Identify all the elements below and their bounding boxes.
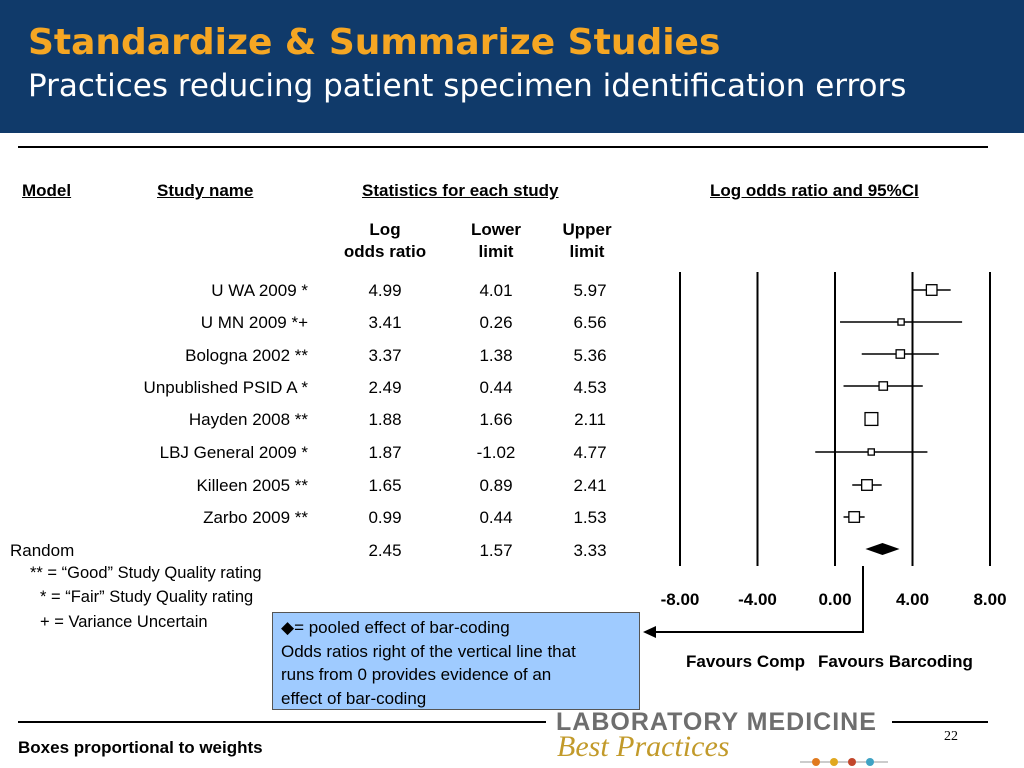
logo-text-bottom: Best Practices (557, 730, 730, 763)
slide-subtitle: Practices reducing patient specimen iden… (28, 68, 907, 104)
x-tick-label: 0.00 (818, 590, 851, 609)
lower-limit-value: 0.44 (479, 508, 513, 527)
study-name: U WA 2009 * (211, 281, 308, 300)
legend-variance: + = Variance Uncertain (40, 613, 208, 631)
bottom-divider-left (18, 721, 546, 723)
lower-limit-value: 4.01 (479, 281, 513, 300)
favours-left-label: Favours Comp (686, 652, 806, 671)
study-name: LBJ General 2009 * (159, 443, 308, 462)
log-odds-value: 3.41 (368, 313, 402, 332)
log-header-l2: odds ratio (343, 242, 427, 261)
favours-right-label: Favours Barcoding (818, 652, 973, 671)
callout-arrowhead (643, 626, 656, 638)
upper-limit-value: 1.53 (573, 508, 607, 527)
pooled-diamond (865, 543, 900, 555)
statistics-header: Statistics for each study (362, 181, 559, 200)
lower-limit-value: 1.38 (479, 346, 513, 365)
page-number: 22 (944, 729, 958, 744)
study-weight-box (897, 318, 905, 326)
callout-line-4: effect of bar-coding (281, 688, 427, 708)
study-weight-box (895, 349, 906, 359)
pooled-log-odds: 2.45 (368, 541, 402, 560)
lower-limit-value: 0.89 (479, 476, 513, 495)
log-odds-value: 0.99 (368, 508, 402, 527)
study-name: U MN 2009 *+ (200, 313, 308, 332)
study-weight-box (864, 411, 879, 427)
logo-dots-icon (800, 758, 888, 766)
study-weight-box (925, 284, 938, 296)
study-name: Zarbo 2009 ** (203, 508, 308, 527)
upper-limit-value: 2.41 (573, 476, 607, 495)
x-tick-label: -8.00 (661, 590, 700, 609)
x-tick-label: 8.00 (973, 590, 1006, 609)
pooled-effect-callout: ◆= pooled effect of bar-coding Odds rati… (272, 612, 640, 710)
top-divider (18, 146, 988, 148)
model-random-label: Random (10, 541, 75, 560)
upper-limit-value: 4.77 (573, 443, 607, 462)
study-name-header: Study name (157, 181, 254, 200)
lower-limit-value: 0.26 (479, 313, 513, 332)
lower-limit-value: 0.44 (479, 378, 513, 397)
study-weight-box (878, 381, 889, 391)
pooled-lower: 1.57 (479, 541, 513, 560)
bottom-divider-right (892, 721, 988, 723)
upper-limit-value: 5.36 (573, 346, 607, 365)
lower-header-l2: limit (478, 242, 514, 261)
upper-header-l2: limit (569, 242, 605, 261)
pooled-upper: 3.33 (573, 541, 607, 560)
callout-line-1: ◆= pooled effect of bar-coding (281, 618, 510, 637)
callout-pointer-line (654, 566, 864, 633)
x-tick-label: -4.00 (738, 590, 777, 609)
callout-line-3: runs from 0 provides evidence of an (281, 665, 552, 684)
log-odds-value: 2.49 (368, 378, 402, 397)
upper-header-l1: Upper (562, 220, 612, 239)
legend-fair: * = “Fair” Study Quality rating (40, 588, 254, 606)
model-header: Model (22, 181, 72, 200)
log-odds-value: 4.99 (368, 281, 402, 300)
log-odds-value: 3.37 (368, 346, 402, 365)
weights-note: Boxes proportional to weights (18, 738, 263, 757)
legend-good: ** = “Good” Study Quality rating (30, 564, 262, 582)
logo-text-top: LABORATORY MEDICINE (556, 708, 877, 736)
study-weight-box (848, 511, 861, 523)
upper-limit-value: 5.97 (573, 281, 607, 300)
upper-limit-value: 4.53 (573, 378, 607, 397)
slide-title: Standardize & Summarize Studies (28, 22, 721, 63)
upper-limit-value: 2.11 (574, 410, 606, 429)
lower-header-l1: Lower (470, 220, 522, 239)
upper-limit-value: 6.56 (573, 313, 607, 332)
callout-line-2: Odds ratios right of the vertical line t… (281, 641, 576, 661)
log-odds-value: 1.87 (368, 443, 402, 462)
log-odds-value: 1.65 (368, 476, 402, 495)
study-name: Unpublished PSID A * (143, 378, 308, 397)
log-header-l1: Log (369, 220, 401, 239)
lower-limit-value: -1.02 (476, 443, 516, 462)
study-name: Hayden 2008 ** (188, 410, 308, 429)
study-name: Bologna 2002 ** (185, 346, 308, 365)
title-banner: Standardize & Summarize Studies Practice… (0, 0, 1024, 133)
log-odds-value: 1.88 (368, 410, 402, 429)
x-tick-label: 4.00 (896, 590, 929, 609)
study-weight-box (867, 448, 875, 456)
plot-title: Log odds ratio and 95%CI (710, 181, 919, 200)
study-weight-box (861, 479, 873, 491)
lower-limit-value: 1.66 (479, 410, 513, 429)
study-name: Killeen 2005 ** (196, 476, 308, 495)
